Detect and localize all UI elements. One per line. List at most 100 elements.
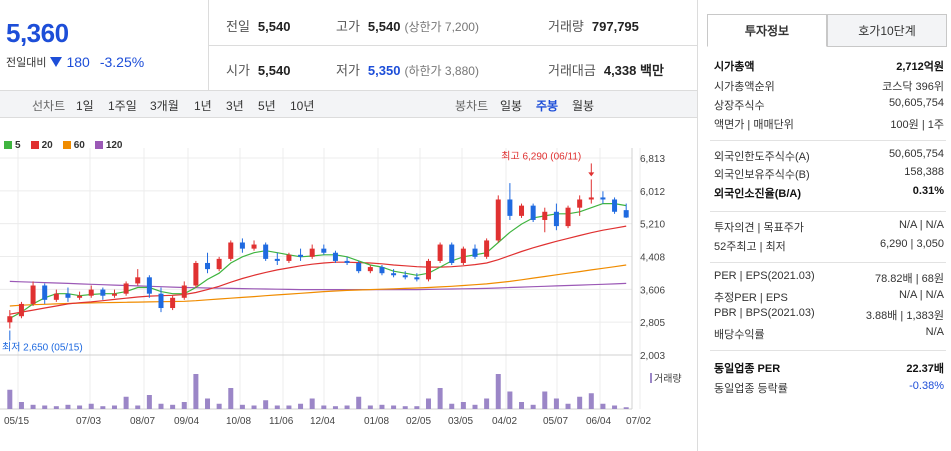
info-value: 158,388 (904, 166, 944, 178)
volume-bar (332, 406, 338, 409)
volume-bar (495, 374, 501, 409)
x-tick-label: 07/03 (76, 416, 101, 427)
volume-bar (356, 396, 362, 409)
volume-bar (274, 405, 280, 409)
x-tick-label: 07/02 (626, 416, 651, 427)
candle-body (309, 248, 315, 257)
info-label: 배당수익률 (714, 329, 765, 341)
info-label: 상장주식수 (714, 100, 765, 112)
candle-body (193, 262, 199, 286)
down-arrow-icon (50, 57, 63, 67)
x-tick-label: 12/04 (310, 416, 335, 427)
price-chart: 6,813 6,012 5,210 4,408 3,606 2,805 2,003 05/15… (0, 148, 682, 427)
candle-body (391, 273, 397, 276)
candle-body (565, 207, 571, 227)
volume-bar (88, 403, 94, 409)
y-tick-label: 6,813 (640, 154, 665, 165)
high-arrow-head (588, 172, 595, 177)
period-1y[interactable]: 1년 (194, 99, 212, 113)
volume-bar (42, 405, 48, 409)
x-tick-label: 03/05 (448, 416, 473, 427)
candle-weekly[interactable]: 주봉 (536, 99, 559, 113)
candle-body (53, 293, 59, 300)
info-label: 외국인한도주식수(A) (714, 151, 810, 163)
prev-close: 전일 5,540 (226, 19, 291, 34)
tab-invest-info[interactable]: 투자정보 (707, 14, 827, 47)
candle-body (216, 258, 222, 270)
period-1d[interactable]: 1일 (76, 99, 94, 113)
volume-bar (460, 402, 466, 409)
candle-body (530, 205, 536, 220)
low-price: 저가 5,350 (하한가 3,880) (336, 63, 479, 78)
period-3m[interactable]: 3개월 (150, 99, 179, 113)
volume-label: 거래량 (654, 373, 682, 385)
legend-ma20: 20 (30, 140, 53, 151)
candle-body (356, 262, 362, 272)
volume-bar (30, 404, 36, 409)
candle-body (274, 258, 280, 261)
info-row: 시가총액 2,712억원 (714, 58, 944, 74)
candle-body (181, 285, 187, 298)
change-pct: -3.25% (99, 54, 145, 70)
trade-amount: 거래대금 4,338 백만 (548, 63, 664, 78)
candle-daily[interactable]: 일봉 (500, 99, 523, 113)
line-chart-label: 선차트 (32, 99, 66, 113)
info-value: 22.37배 (906, 363, 944, 375)
info-row: 상장주식수 50,605,754 (714, 97, 944, 113)
candle-body (600, 197, 606, 200)
info-value: 코스닥 396위 (882, 81, 944, 93)
info-label: 투자의견 | 목표주가 (714, 222, 804, 234)
current-price: 5,360 (6, 18, 69, 48)
tab-orderbook[interactable]: 호가10단계 (827, 14, 947, 47)
info-value: 6,290 | 3,050 (879, 238, 944, 250)
info-row: 52주최고 | 최저 6,290 | 3,050 (714, 238, 944, 254)
change-row: 전일대비 180 -3.25% (6, 54, 144, 70)
info-row: PER | EPS(2021.03) 78.82배 | 68원 (714, 270, 944, 286)
volume-bar (100, 406, 106, 409)
volume-bar (111, 405, 117, 409)
side-tabs: 투자정보 호가10단계 (707, 14, 947, 47)
open-price: 시가 5,540 (226, 63, 291, 78)
candle-body (77, 295, 83, 298)
info-separator (710, 211, 946, 212)
candle-body (321, 248, 327, 253)
candle-body (332, 252, 338, 261)
candle-monthly[interactable]: 월봉 (572, 99, 595, 113)
x-tick-label: 09/04 (174, 416, 199, 427)
info-row: 동일업종 PER 22.37배 (714, 360, 944, 376)
period-10y[interactable]: 10년 (290, 99, 315, 113)
candle-body (542, 211, 548, 220)
info-value: 50,605,754 (888, 148, 944, 160)
info-label: 액면가 | 매매단위 (714, 119, 794, 131)
volume-bar (158, 403, 164, 409)
legend-ma120: 120 (94, 140, 123, 151)
info-row: 시가총액순위 코스닥 396위 (714, 78, 944, 94)
candle-body (100, 289, 106, 296)
volume-bar (530, 404, 536, 409)
x-tick-label: 08/07 (130, 416, 155, 427)
info-label: PBR | BPS(2021.03) (714, 307, 815, 319)
candle-body (30, 285, 36, 304)
period-3y[interactable]: 3년 (226, 99, 244, 113)
volume-bar (53, 406, 59, 409)
period-1w[interactable]: 1주일 (108, 99, 137, 113)
period-5y[interactable]: 5년 (258, 99, 276, 113)
candle-body (472, 248, 478, 257)
info-label: 외국인소진율(B/A) (714, 188, 801, 200)
volume-bar (181, 402, 187, 409)
volume-legend-swatch (650, 373, 652, 383)
y-tick-label: 2,003 (640, 351, 665, 362)
candle-body (158, 293, 164, 309)
volume-bar (472, 404, 478, 409)
info-value: 2,712억원 (896, 61, 944, 73)
volume-bar (553, 398, 559, 409)
info-value: 100원 | 1주 (890, 119, 944, 131)
info-label: PER | EPS(2021.03) (714, 270, 815, 282)
volume-bar (565, 403, 571, 409)
volume-bar (425, 398, 431, 409)
candle-body (379, 267, 385, 274)
volume-bar (228, 388, 234, 409)
volume-bar (449, 403, 455, 409)
info-row: 동일업종 등락률 -0.38% (714, 380, 944, 396)
volume-bar (193, 374, 199, 409)
